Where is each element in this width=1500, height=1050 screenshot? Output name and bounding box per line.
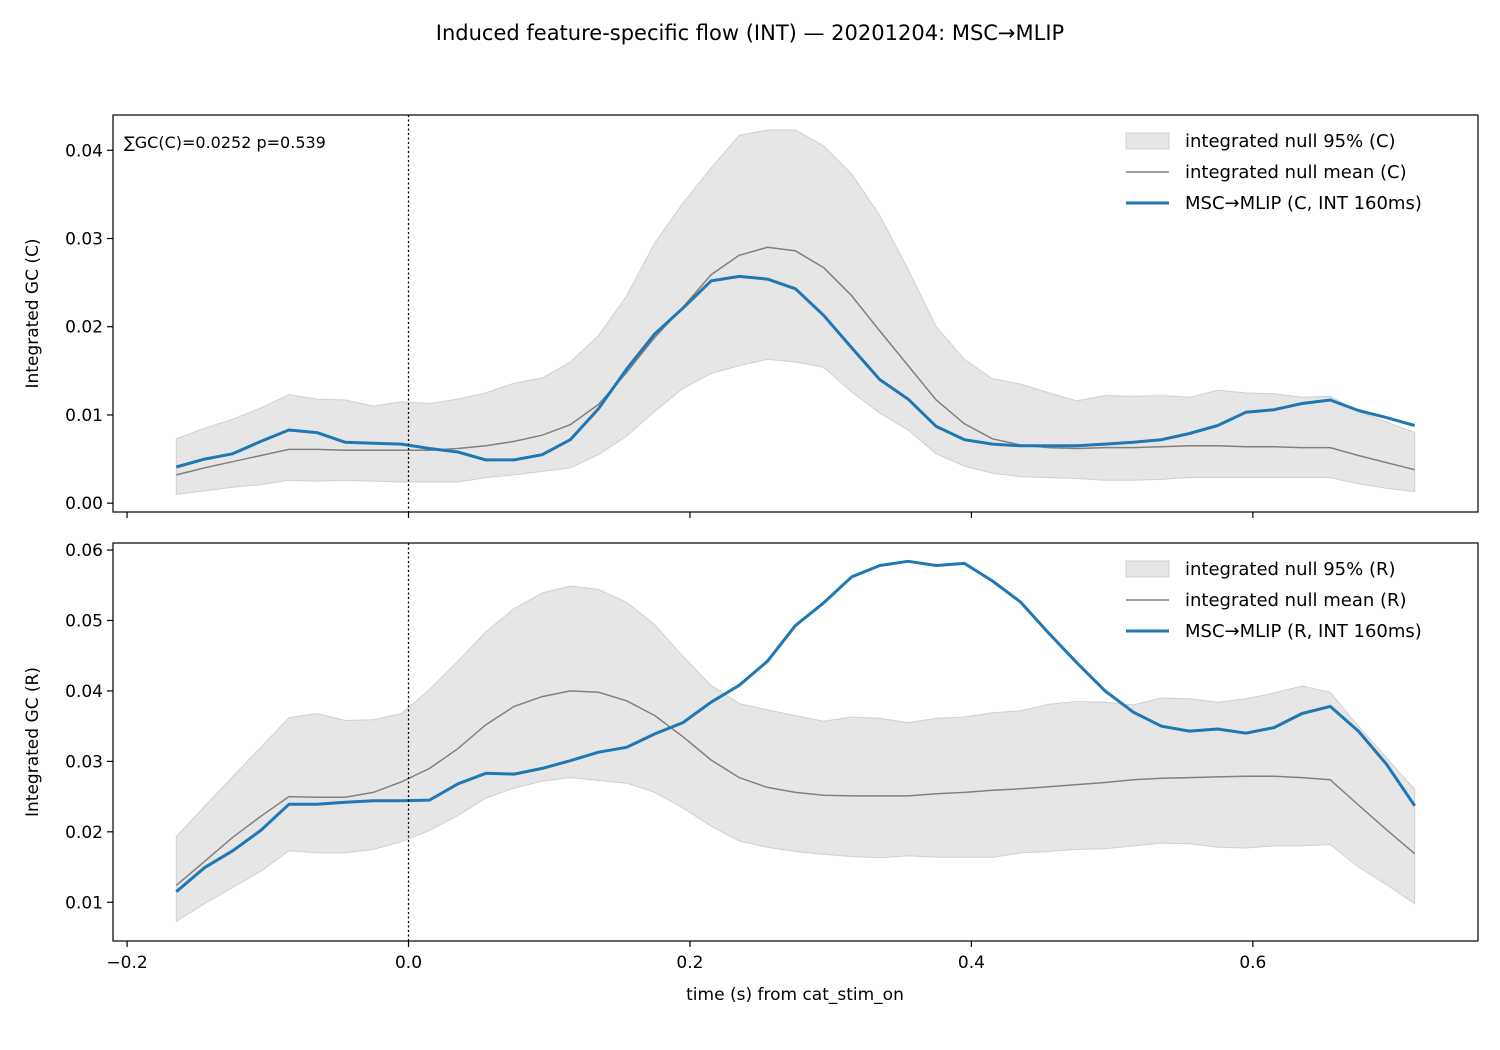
null-95-band — [175, 129, 1416, 495]
y-tick-label: 0.02 — [65, 823, 103, 843]
legend-swatch-band — [1125, 132, 1170, 150]
y-tick-label: 0.00 — [65, 494, 103, 514]
legend-label: MSC→MLIP (C, INT 160ms) — [1185, 193, 1422, 214]
y-tick-label: 0.01 — [65, 893, 103, 913]
axes-frame — [112, 542, 1479, 942]
legend-label: integrated null mean (R) — [1185, 590, 1407, 611]
figure-title: Induced feature-specific flow (INT) — 20… — [436, 21, 1064, 45]
legend-label: integrated null 95% (C) — [1185, 131, 1396, 152]
null-mean-line — [176, 246, 1415, 476]
stat-annotation: ∑GC(C)=0.0252 p=0.539 — [124, 133, 326, 152]
x-tick-label: 0.6 — [1239, 953, 1266, 973]
y-tick-label: 0.05 — [65, 611, 103, 631]
y-tick-label: 0.04 — [65, 141, 103, 161]
legend-label: integrated null 95% (R) — [1185, 559, 1396, 580]
null-95-band — [175, 585, 1416, 923]
panel-top: 0.00 0.01 0.02 0.03 0.04 Integrated GC (C) ∑GC… — [23, 114, 1479, 518]
series-line — [175, 559, 1416, 893]
y-tick-label: 0.01 — [65, 406, 103, 426]
x-tick-label: 0.2 — [676, 953, 703, 973]
x-axis-label: time (s) from cat_stim_on — [686, 985, 904, 1005]
x-tick-label: 0.0 — [395, 953, 422, 973]
legend-label: integrated null mean (C) — [1185, 162, 1407, 183]
y-tick-label: 0.06 — [65, 541, 103, 561]
panel-bottom: 0.01 0.02 0.03 0.04 0.05 0.06 −0.2 0.0 0.2 0.4 0.6… — [23, 541, 1479, 973]
legend-label: MSC→MLIP (R, INT 160ms) — [1185, 621, 1422, 642]
y-tick-label: 0.04 — [65, 682, 103, 702]
y-axis-label: Integrated GC (R) — [23, 667, 43, 817]
series-line — [175, 274, 1416, 469]
axes-frame — [112, 114, 1479, 513]
y-tick-label: 0.03 — [65, 230, 103, 250]
null-mean-line — [175, 690, 1416, 886]
y-axis-label: Integrated GC (C) — [23, 238, 43, 388]
legend-swatch-band — [1125, 560, 1170, 578]
y-tick-label: 0.03 — [65, 752, 103, 772]
y-tick-label: 0.02 — [65, 318, 103, 338]
x-tick-label: 0.4 — [958, 953, 985, 973]
x-tick-label: −0.2 — [106, 953, 147, 973]
